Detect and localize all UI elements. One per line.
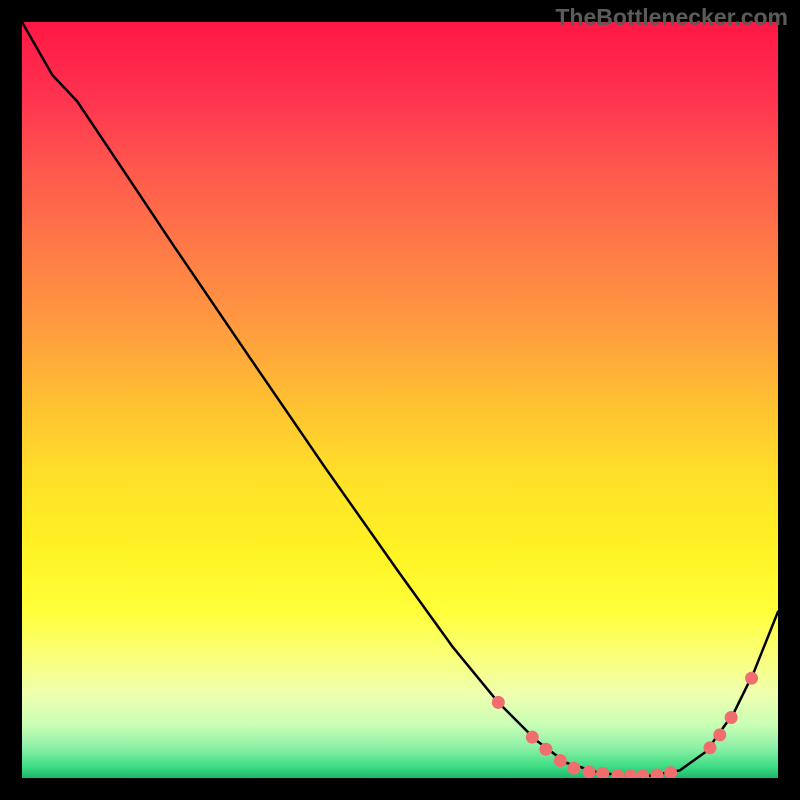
curve-marker [725, 712, 737, 724]
gradient-background [22, 22, 778, 778]
watermark-text: TheBottlenecker.com [555, 4, 788, 31]
curve-marker [746, 672, 758, 684]
curve-marker [568, 762, 580, 774]
curve-marker [637, 770, 649, 778]
curve-marker [526, 731, 538, 743]
curve-marker [554, 755, 566, 767]
curve-marker [704, 742, 716, 754]
curve-marker [540, 743, 552, 755]
curve-marker [665, 767, 677, 778]
curve-marker [612, 770, 624, 778]
curve-marker [583, 766, 595, 778]
chart-plot-area [22, 22, 778, 778]
bottleneck-curve-chart [22, 22, 778, 778]
curve-marker [492, 696, 504, 708]
curve-marker [597, 767, 609, 778]
curve-marker [651, 769, 663, 778]
curve-marker [625, 770, 637, 778]
curve-marker [714, 729, 726, 741]
